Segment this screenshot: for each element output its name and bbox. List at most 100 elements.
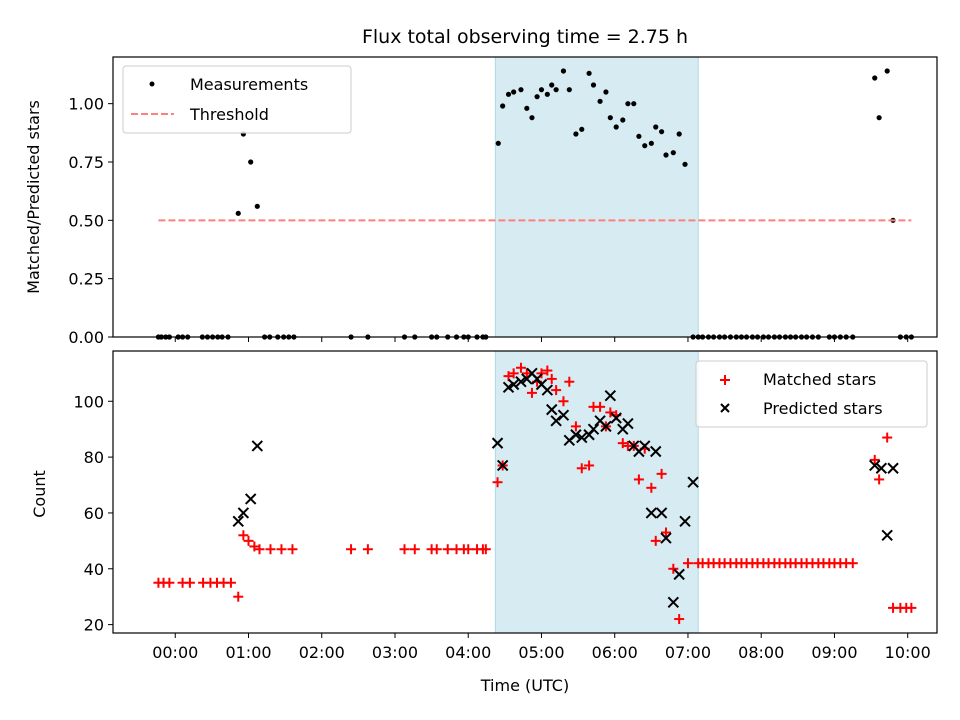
series-matched-stars: [153, 362, 917, 625]
marker-d2: [237, 507, 250, 519]
matched-point: [576, 463, 587, 474]
data-point: [663, 152, 669, 158]
matched-point: [521, 368, 532, 379]
data-point: [529, 115, 535, 121]
matched-point: [558, 396, 569, 407]
marker-d2: [628, 440, 640, 452]
matched-point: [249, 541, 260, 552]
data-point: [613, 124, 619, 130]
observing-span: [494, 350, 699, 634]
marker-d2: [546, 403, 558, 416]
marker-d2: [650, 445, 662, 458]
series-predicted-stars: [232, 367, 899, 608]
bottom-legend: Matched stars Predicted stars: [695, 360, 928, 428]
matched-point: [399, 544, 410, 555]
data-point: [573, 131, 579, 137]
matched-point: [656, 468, 667, 479]
x-tick-label: 00:00: [152, 643, 198, 662]
y-tick-label: 100: [73, 392, 104, 411]
data-point: [620, 117, 626, 123]
predicted-point: [622, 417, 634, 430]
predicted-point: [650, 445, 662, 458]
predicted-point: [546, 403, 558, 416]
matched-point: [650, 535, 661, 546]
matched-point: [225, 577, 236, 588]
data-point: [603, 89, 609, 95]
matched-point: [847, 558, 858, 569]
data-point: [579, 126, 585, 132]
predicted-point: [679, 515, 691, 528]
marker-d2: [535, 378, 548, 391]
matched-point: [409, 544, 420, 555]
matched-point: [605, 407, 616, 418]
legend-marker-matched: [720, 375, 730, 385]
marker-d2: [869, 459, 881, 472]
matched-point: [874, 474, 885, 485]
predicted-point: [237, 507, 250, 519]
data-point: [254, 203, 260, 209]
matched-point: [646, 482, 657, 493]
data-point: [625, 101, 631, 107]
marker-d2: [557, 409, 570, 421]
marker-d2: [526, 367, 538, 380]
matched-point: [595, 401, 606, 412]
matched-point: [164, 577, 175, 588]
predicted-point: [541, 384, 554, 396]
predicted-point: [496, 459, 509, 472]
x-tick-label: 04:00: [445, 643, 491, 662]
matched-point: [660, 527, 671, 538]
predicted-point: [515, 376, 527, 388]
matched-point: [584, 460, 595, 471]
matched-point: [869, 454, 880, 465]
marker-d2: [570, 429, 582, 441]
x-tick-label: 03:00: [372, 643, 418, 662]
axes-frame: [112, 56, 938, 338]
data-point: [676, 131, 682, 137]
data-point: [872, 75, 878, 81]
predicted-point: [667, 596, 680, 608]
data-point: [538, 87, 545, 93]
marker-d2: [244, 493, 257, 505]
data-point: [597, 98, 603, 104]
bottom-axes: 20 40 60 80 100 00:00 01:00 02:00 03:00 04:00 05:0…: [73, 350, 938, 662]
marker-d2: [576, 431, 588, 444]
x-tick-label: 07:00: [665, 643, 711, 662]
predicted-point: [655, 507, 668, 519]
matched-point: [233, 591, 244, 602]
marker-d2: [515, 376, 527, 388]
predicted-point: [645, 507, 658, 519]
marker-d2: [600, 420, 612, 433]
x-tick-label: 10:00: [885, 643, 931, 662]
y-tick-label: 20: [84, 616, 104, 635]
x-tick-label: 09:00: [811, 643, 857, 662]
data-point: [642, 143, 648, 149]
legend-label-measurements: Measurements: [190, 75, 308, 94]
data-point: [518, 87, 524, 93]
data-point: [590, 82, 597, 88]
data-point: [560, 68, 567, 74]
matched-point: [184, 577, 195, 588]
matched-point: [674, 614, 685, 625]
data-point: [648, 140, 654, 146]
predicted-point: [557, 409, 570, 421]
data-point: [682, 161, 688, 167]
chart-title: Flux total observing time = 2.75 h: [362, 26, 688, 48]
matched-point: [526, 387, 537, 398]
predicted-point: [673, 568, 685, 581]
y-tick-label: 0.50: [68, 211, 104, 230]
x-tick-label: 01:00: [225, 643, 271, 662]
y-tick-label: 0.25: [68, 270, 104, 289]
marker-d2: [491, 437, 504, 449]
y-tick-label: 1.00: [68, 95, 104, 114]
y-tick-label: 0.75: [68, 153, 104, 172]
marker-d2: [639, 440, 651, 452]
x-tick-label: 06:00: [592, 643, 638, 662]
x-tick-label: 02:00: [299, 643, 345, 662]
matched-point: [254, 544, 265, 555]
matched-point: [542, 365, 553, 376]
matched-point: [431, 544, 442, 555]
predicted-point: [610, 412, 622, 424]
predicted-point: [660, 532, 672, 544]
observing-span: [494, 56, 699, 338]
